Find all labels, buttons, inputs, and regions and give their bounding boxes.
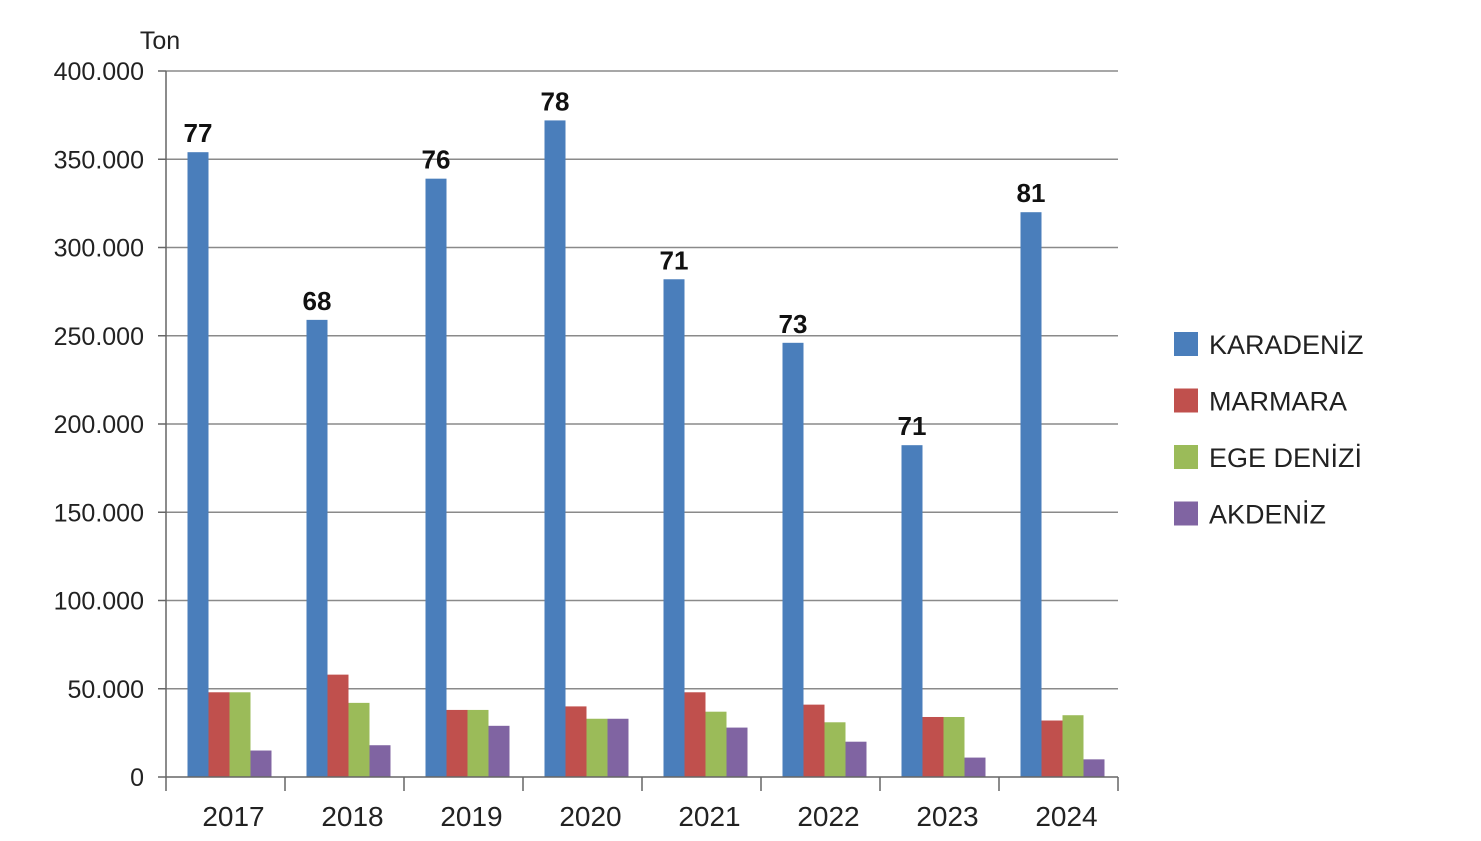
bar (586, 718, 608, 777)
bar (782, 342, 804, 777)
x-category-label: 2023 (916, 801, 978, 832)
bar (544, 120, 566, 778)
bar (187, 152, 209, 777)
legend-item: KARADENİZ (1174, 329, 1364, 360)
bar (964, 757, 986, 777)
bar (705, 711, 727, 777)
bar (1020, 212, 1042, 777)
bar (565, 706, 587, 777)
x-category-label: 2024 (1035, 801, 1097, 832)
bar (425, 178, 447, 778)
y-axis-unit-label: Ton (140, 27, 180, 55)
bar (663, 279, 685, 777)
bar-data-label: 71 (660, 245, 689, 275)
bar (306, 319, 328, 777)
bar (803, 704, 825, 777)
bar (208, 692, 230, 777)
y-tick-label: 250.000 (54, 323, 144, 351)
legend-swatch (1174, 332, 1198, 356)
bar (250, 750, 272, 777)
x-category-label: 2019 (440, 801, 502, 832)
x-category-label: 2018 (321, 801, 383, 832)
bar-data-label: 68 (303, 286, 332, 316)
bar (824, 722, 846, 777)
bar (1062, 715, 1084, 777)
bar-data-label: 77 (184, 118, 213, 148)
bar-data-label: 78 (541, 86, 570, 116)
y-tick-label: 150.000 (54, 499, 144, 527)
legend-swatch (1174, 388, 1198, 413)
bar (607, 718, 629, 777)
bar-data-label: 73 (779, 309, 808, 339)
legend-item: MARMARA (1174, 387, 1347, 417)
bar (369, 745, 391, 777)
legend: KARADENİZ MARMARA EGE DENİZİ AKDENİZ (1174, 329, 1364, 530)
legend-label: AKDENİZ (1209, 499, 1326, 530)
x-category-label: 2022 (797, 801, 859, 832)
bar (488, 725, 510, 777)
legend-item: AKDENİZ (1174, 499, 1326, 530)
bar-data-label: 81 (1017, 178, 1046, 208)
legend-label: EGE DENİZİ (1209, 442, 1362, 473)
y-tick-label: 350.000 (54, 146, 144, 174)
legend-swatch (1174, 445, 1198, 469)
bar (901, 445, 923, 777)
bar-data-label: 76 (422, 145, 451, 175)
x-category-label: 2020 (559, 801, 621, 832)
legend-label: KARADENİZ (1209, 329, 1364, 360)
y-tick-label: 400.000 (54, 58, 144, 86)
bar (726, 727, 748, 777)
legend-item: EGE DENİZİ (1174, 442, 1362, 473)
y-tick-label: 200.000 (54, 411, 144, 439)
x-axis-categories: 2017 2018 2019 2020 2021 2022 2023 2024 (202, 801, 1097, 832)
data-labels: 77 68 76 78 71 73 71 81 (184, 86, 1046, 441)
bar (922, 716, 944, 777)
bar (1041, 720, 1063, 777)
y-tick-label: 0 (130, 764, 144, 792)
y-tick-label: 50.000 (68, 676, 144, 704)
y-axis-ticks: 0 50.000 100.000 150.000 200.000 250.000 300.0… (54, 58, 166, 792)
bar (845, 741, 867, 777)
y-tick-label: 300.000 (54, 235, 144, 263)
bar (1083, 759, 1105, 777)
legend-swatch (1174, 501, 1198, 526)
legend-label: MARMARA (1209, 387, 1347, 417)
x-category-label: 2017 (202, 801, 264, 832)
bar (467, 709, 489, 777)
bar (348, 702, 370, 777)
bar (446, 709, 468, 777)
bars (187, 120, 1105, 778)
bar (943, 716, 965, 777)
bar (229, 692, 251, 777)
y-tick-label: 100.000 (54, 588, 144, 616)
bar (327, 674, 349, 777)
bar (684, 692, 706, 777)
bar-data-label: 71 (898, 411, 927, 441)
axes (165, 71, 1119, 791)
x-category-label: 2021 (678, 801, 740, 832)
